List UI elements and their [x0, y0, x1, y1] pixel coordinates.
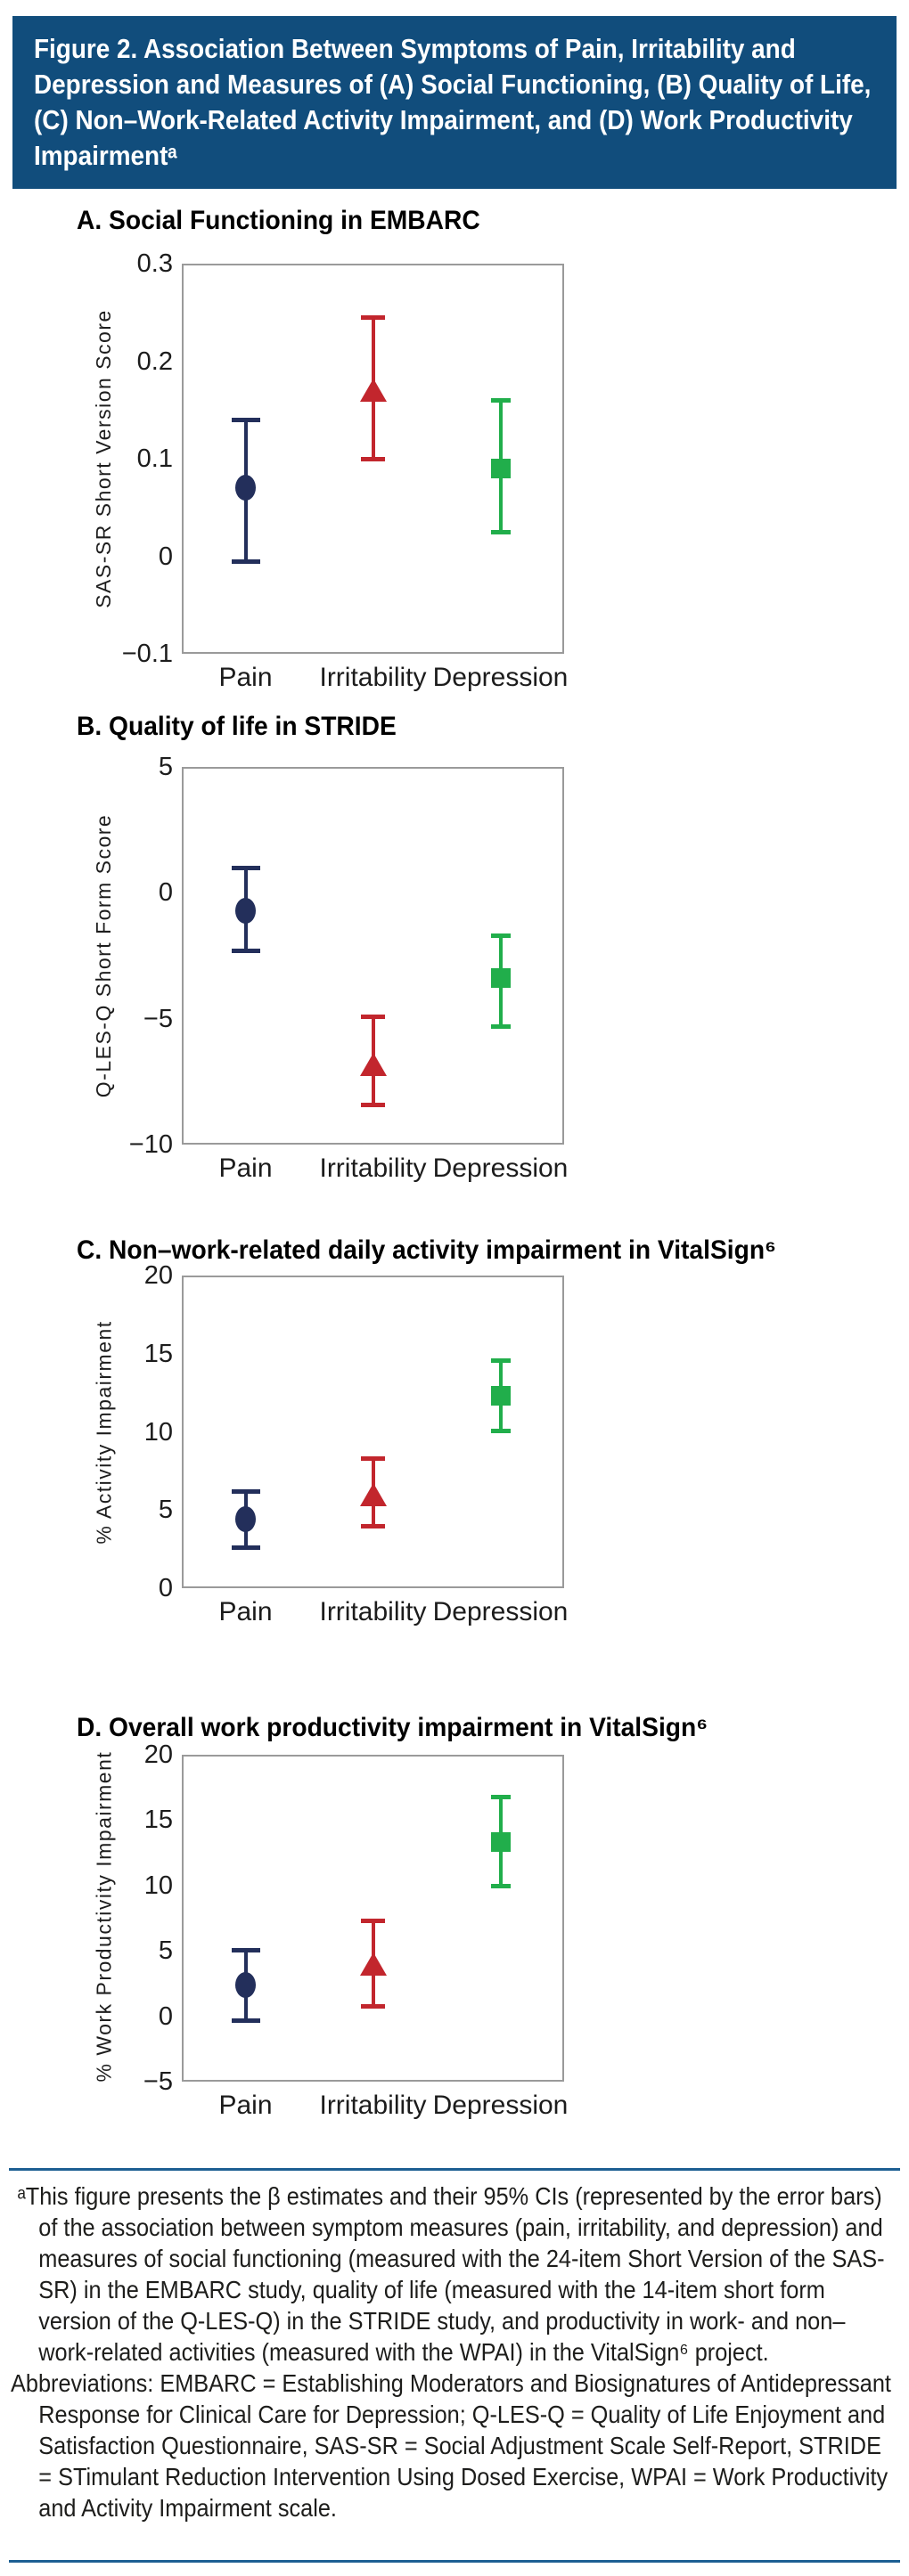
- error-bar-cap-bottom: [361, 457, 385, 461]
- x-category-label: Irritability: [319, 1153, 427, 1183]
- y-tick-label: 0: [158, 878, 173, 908]
- panel-title: B. Quality of life in STRIDE: [77, 712, 397, 741]
- error-bar-cap-bottom: [490, 530, 511, 535]
- panel-title: A. Social Functioning in EMBARC: [77, 206, 480, 235]
- y-tick-label: 0: [158, 542, 173, 571]
- x-category-label: Depression: [432, 1597, 569, 1626]
- x-category-label: Depression: [432, 663, 569, 692]
- x-category-label: Pain: [218, 1153, 273, 1183]
- panel-a-social-functioning: A. Social Functioning in EMBARC SAS-SR S…: [0, 203, 909, 702]
- marker-triangle: [359, 1052, 387, 1076]
- marker-circle: [235, 475, 256, 501]
- panel-title: D. Overall work productivity impairment …: [77, 1713, 708, 1742]
- marker-circle: [235, 897, 256, 924]
- error-bar-cap-bottom: [490, 1024, 511, 1030]
- error-bar-cap-top: [231, 866, 260, 871]
- y-tick-label: 0.1: [136, 444, 173, 473]
- panel-title: C. Non–work-related daily activity impai…: [77, 1235, 777, 1265]
- marker-triangle: [359, 1482, 387, 1506]
- y-tick-label: 0.2: [136, 346, 173, 376]
- marker-triangle: [359, 1952, 387, 1976]
- error-bar-cap-top: [361, 1456, 385, 1462]
- figure-header: Figure 2. Association Between Symptoms o…: [12, 16, 897, 189]
- panel-b-quality-of-life: B. Quality of life in STRIDE Q-LES-Q Sho…: [0, 709, 909, 1194]
- y-axis-label: % Work Productivity Impairment: [92, 1750, 115, 2082]
- y-tick-label: 15: [143, 1339, 173, 1368]
- error-bar-cap-bottom: [231, 2018, 260, 2023]
- marker-circle: [235, 1506, 256, 1533]
- x-category-label: Depression: [432, 2091, 569, 2120]
- error-bar-cap-top: [490, 1794, 511, 1799]
- footnote-note: ᵃThis figure presents the β estimates an…: [17, 2182, 885, 2366]
- error-bar-cap-bottom: [361, 1102, 385, 1107]
- divider-line-bottom: [9, 2560, 900, 2563]
- x-category-label: Depression: [432, 1153, 569, 1183]
- error-bar-cap-top: [231, 1489, 260, 1495]
- marker-circle: [235, 1971, 256, 1998]
- footnote: ᵃThis figure presents the β estimates an…: [11, 2181, 900, 2523]
- y-tick-label: 0: [158, 2001, 173, 2031]
- error-bar-cap-bottom: [361, 2003, 385, 2009]
- panel-c-activity-impairment: C. Non–work-related daily activity impai…: [0, 1233, 909, 1638]
- y-tick-label: −0.1: [121, 640, 173, 668]
- y-tick-label: 15: [143, 1806, 173, 1835]
- error-bar-cap-top: [490, 1357, 511, 1363]
- error-bar-cap-bottom: [361, 1523, 385, 1528]
- x-category-label: Pain: [218, 2091, 273, 2120]
- error-bar-cap-top: [361, 1014, 385, 1019]
- x-category-label: Pain: [218, 1597, 273, 1626]
- x-category-label: Irritability: [319, 1597, 427, 1626]
- y-tick-label: −5: [143, 2067, 173, 2096]
- y-axis-label: Q-LES-Q Short Form Score: [92, 813, 115, 1098]
- divider-line-top: [9, 2168, 900, 2171]
- error-bar-cap-top: [490, 398, 511, 404]
- y-tick-label: 0.3: [136, 249, 173, 278]
- y-tick-label: 10: [143, 1417, 173, 1447]
- error-bar-cap-top: [490, 933, 511, 939]
- x-category-label: Irritability: [319, 663, 427, 692]
- error-bar-cap-top: [231, 1947, 260, 1952]
- marker-square: [490, 1832, 511, 1853]
- error-bar-cap-bottom: [231, 558, 260, 564]
- error-bar-cap-bottom: [490, 1428, 511, 1433]
- marker-square: [490, 458, 511, 478]
- y-tick-label: −5: [143, 1004, 173, 1033]
- y-tick-label: 20: [143, 1261, 173, 1290]
- marker-square: [490, 1386, 511, 1406]
- figure-title: Figure 2. Association Between Symptoms o…: [34, 33, 872, 171]
- panel-d-work-productivity-impairment: D. Overall work productivity impairment …: [0, 1710, 909, 2133]
- error-bar-cap-bottom: [490, 1883, 511, 1888]
- y-tick-label: −10: [128, 1130, 173, 1159]
- y-tick-label: 5: [158, 1936, 173, 1966]
- error-bar-cap-top: [361, 1919, 385, 1924]
- y-tick-label: 20: [143, 1740, 173, 1769]
- y-tick-label: 10: [143, 1871, 173, 1900]
- x-category-label: Pain: [218, 663, 273, 692]
- x-category-label: Irritability: [319, 2091, 427, 2120]
- marker-triangle: [359, 379, 387, 403]
- y-tick-label: 0: [158, 1574, 173, 1602]
- footnote-abbreviations: Abbreviations: EMBARC = Establishing Mod…: [11, 2369, 891, 2522]
- error-bar-cap-top: [361, 315, 385, 321]
- error-bar-cap-bottom: [231, 1545, 260, 1551]
- y-tick-label: 5: [158, 753, 173, 781]
- marker-square: [490, 968, 511, 989]
- y-tick-label: 5: [158, 1496, 173, 1525]
- error-bar-cap-bottom: [231, 949, 260, 954]
- error-bar-cap-top: [231, 418, 260, 423]
